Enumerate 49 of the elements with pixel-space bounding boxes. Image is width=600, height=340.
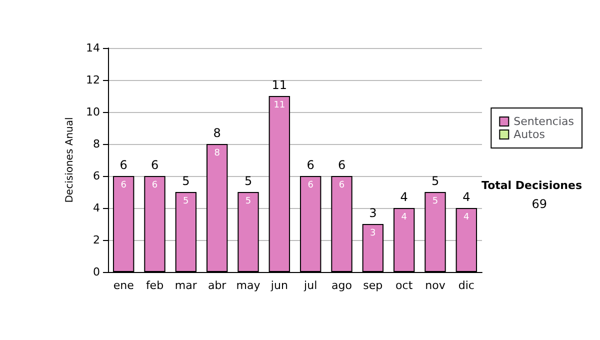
x-tick-label: may <box>236 279 261 292</box>
data-label: 6 <box>338 180 345 190</box>
y-tick-label: 2 <box>93 234 100 246</box>
x-tick-label: oct <box>396 279 414 292</box>
x-tick-label: dic <box>458 279 474 292</box>
x-tick-label: ago <box>332 279 352 292</box>
total-label: 5 <box>431 174 440 188</box>
data-label: 5 <box>183 196 189 206</box>
y-tick-label: 0 <box>93 266 100 278</box>
data-label: 3 <box>370 228 376 238</box>
total-label: 6 <box>338 158 346 172</box>
total-label: 6 <box>120 158 128 172</box>
total-label: 3 <box>369 206 377 220</box>
x-tick-label: ene <box>113 279 134 292</box>
data-label: 6 <box>308 180 314 190</box>
data-label: 4 <box>401 212 408 222</box>
y-tick-label: 14 <box>86 42 100 54</box>
total-label: 4 <box>400 190 408 204</box>
y-axis-title: Decisiones Anual <box>64 117 76 203</box>
x-tick-label: feb <box>146 279 164 292</box>
y-tick-label: 12 <box>86 74 100 86</box>
total-label: 5 <box>182 174 190 188</box>
data-label: 11 <box>274 100 286 110</box>
y-tick-label: 6 <box>93 170 100 182</box>
y-tick-label: 8 <box>93 138 100 150</box>
x-tick-label: jun <box>270 279 288 292</box>
y-tick-label: 10 <box>86 106 100 118</box>
x-tick-label: mar <box>174 279 198 292</box>
total-label: 5 <box>244 174 252 188</box>
total-label: 4 <box>462 190 470 204</box>
total-label: 6 <box>150 158 159 172</box>
x-tick-label: nov <box>425 279 446 292</box>
total-label: 11 <box>272 78 288 92</box>
x-tick-label: jul <box>303 279 318 292</box>
legend-label: Autos <box>514 128 546 141</box>
legend-label: Sentencias <box>514 115 574 128</box>
data-label: 6 <box>120 180 127 190</box>
data-label: 8 <box>214 148 220 158</box>
x-tick-label: sep <box>363 279 383 292</box>
y-tick-label: 4 <box>93 202 100 214</box>
data-label: 4 <box>464 212 470 222</box>
data-label: 5 <box>245 196 252 206</box>
annotation: Total Decisiones <box>482 179 582 192</box>
data-label: 6 <box>152 180 158 190</box>
x-tick-label: abr <box>208 279 227 292</box>
total-label: 6 <box>306 158 314 172</box>
data-label: 5 <box>432 196 438 206</box>
total-label: 8 <box>213 126 221 140</box>
text: 69 <box>532 197 548 211</box>
